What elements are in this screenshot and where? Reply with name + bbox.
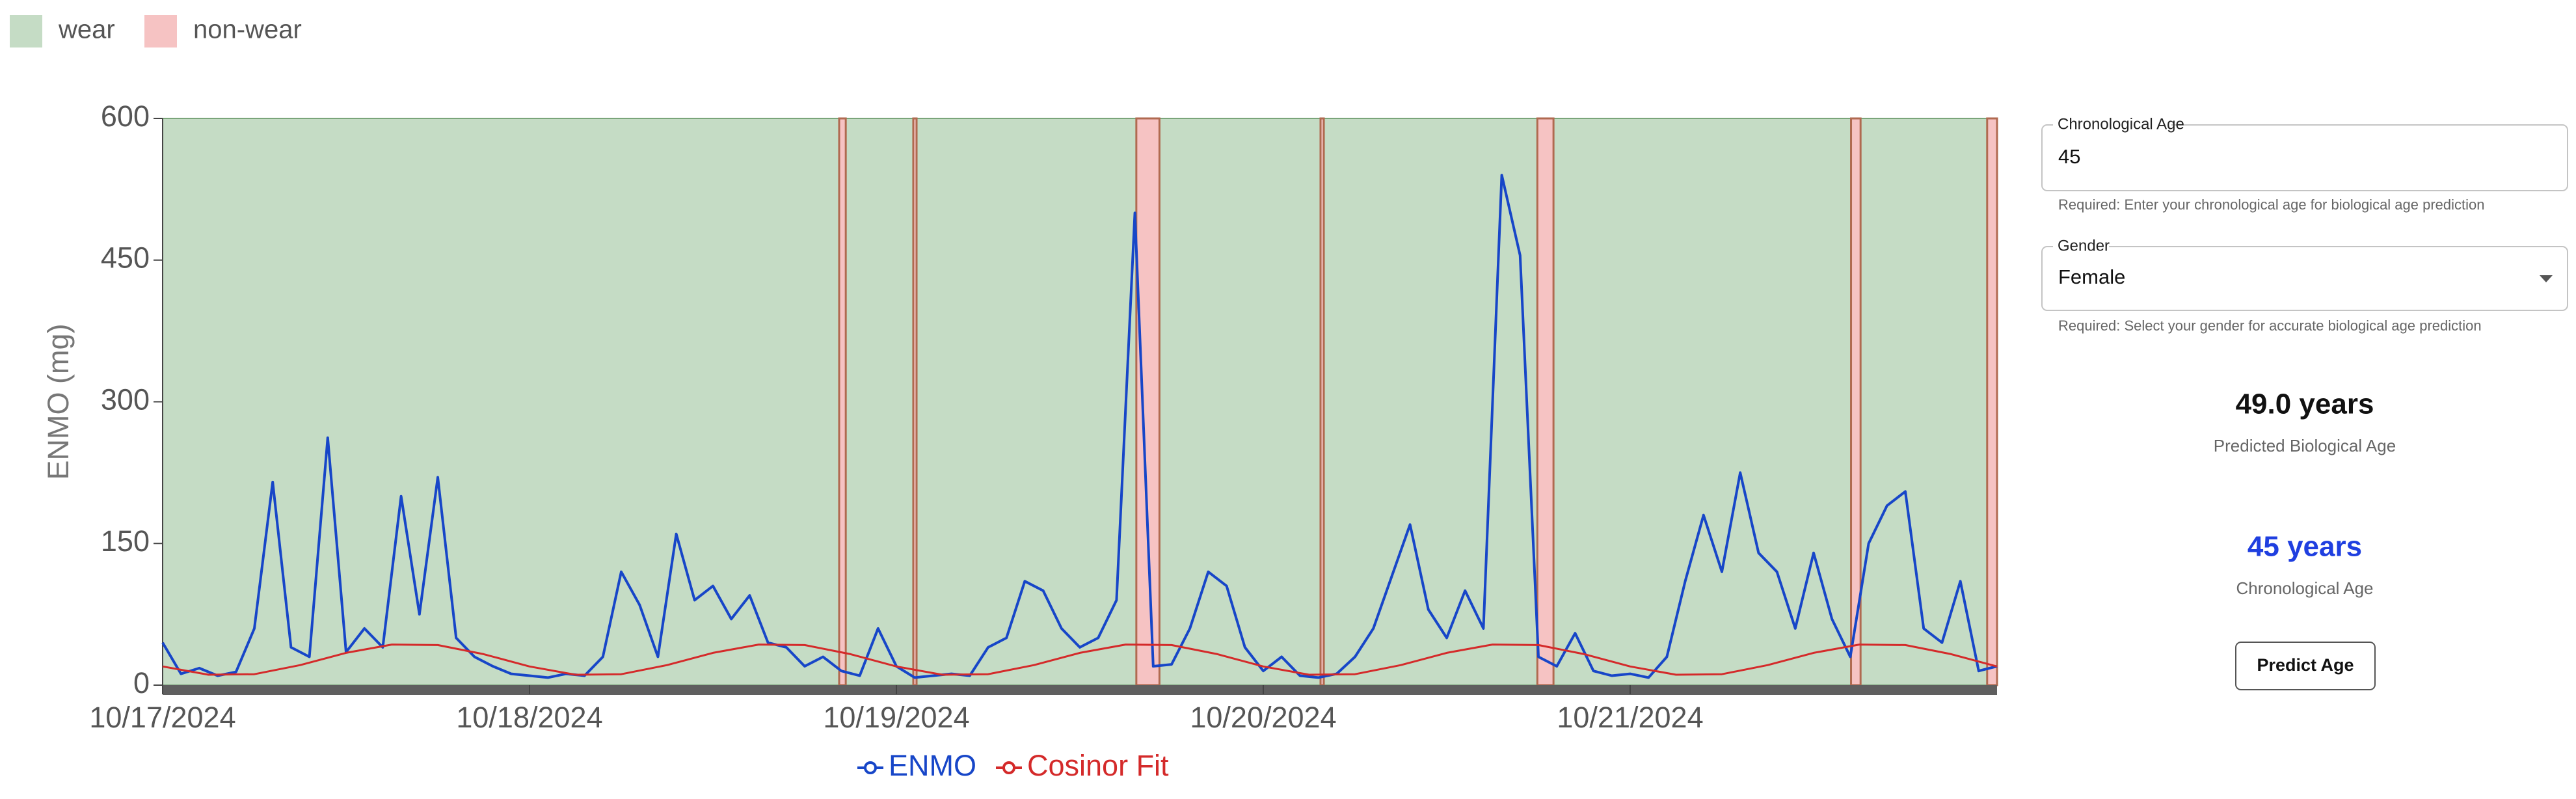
age-input[interactable]	[2041, 124, 2568, 191]
age-label: Chronological Age	[2058, 115, 2184, 133]
wear-region	[162, 118, 1998, 686]
region-legend-label: non-wear	[193, 16, 302, 44]
x-tick-label: 10/18/2024	[456, 701, 602, 734]
x-tick-label: 10/20/2024	[1190, 701, 1336, 734]
non-wear-region	[912, 117, 918, 686]
non-wear-region	[838, 117, 847, 686]
region-legend-swatch	[144, 15, 177, 47]
predicted-age-label: Predicted Biological Age	[2214, 436, 2396, 455]
gender-select[interactable]	[2041, 246, 2568, 311]
label-backdrop	[2053, 116, 2171, 134]
x-tick-label: 10/19/2024	[823, 701, 969, 734]
y-tick-label: 450	[101, 241, 150, 275]
predicted-age: 49.0 years	[2236, 388, 2374, 420]
non-wear-region	[1135, 117, 1161, 686]
age-helper: Required: Enter your chronological age f…	[2058, 196, 2485, 213]
age-value: 45	[2058, 145, 2080, 168]
non-wear-region	[1536, 117, 1555, 686]
chronological-age-label: Chronological Age	[2236, 578, 2373, 598]
region-legend-swatch	[10, 15, 42, 47]
label-backdrop	[2053, 237, 2109, 256]
y-axis-title: ENMO (mg)	[42, 324, 75, 480]
non-wear-region	[1986, 117, 1998, 686]
non-wear-region	[1319, 117, 1325, 686]
y-tick-label: 300	[101, 383, 150, 416]
x-axis-strip	[163, 685, 1997, 695]
legend-marker	[864, 761, 877, 774]
legend-label: Cosinor Fit	[1027, 749, 1169, 782]
series-line	[162, 643, 1998, 676]
legend-item: ENMO	[857, 749, 976, 782]
legend-item: Cosinor Fit	[996, 749, 1169, 782]
y-tick-label: 0	[133, 666, 150, 699]
chronological-age: 45 years	[2247, 531, 2362, 563]
legend-marker	[1002, 761, 1015, 774]
predict-button[interactable]	[2235, 642, 2376, 690]
predict-button-label[interactable]: Predict Age	[2257, 655, 2354, 675]
gender-helper: Required: Select your gender for accurat…	[2058, 318, 2482, 334]
x-tick-label: 10/17/2024	[89, 701, 235, 734]
dropdown-arrow	[2540, 275, 2553, 282]
gender-label: Gender	[2058, 237, 2110, 254]
x-tick-label: 10/21/2024	[1557, 701, 1703, 734]
y-tick-label: 150	[101, 524, 150, 558]
y-tick-label: 600	[101, 100, 150, 133]
legend-label: ENMO	[889, 749, 976, 782]
region-legend-label: wear	[58, 16, 115, 44]
gender-value: Female	[2058, 265, 2125, 288]
